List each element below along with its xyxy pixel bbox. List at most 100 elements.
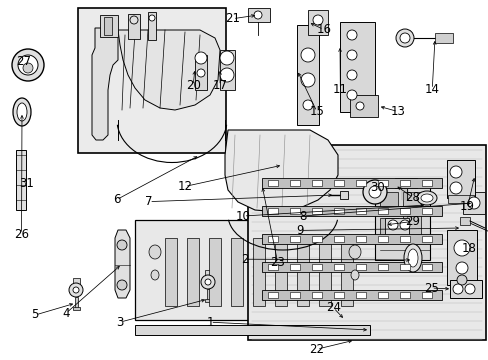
Circle shape <box>301 48 314 62</box>
Text: 13: 13 <box>390 105 405 118</box>
Text: 16: 16 <box>316 23 330 36</box>
Text: 10: 10 <box>236 210 250 222</box>
Bar <box>394 178 416 188</box>
Bar <box>307 10 327 35</box>
Bar <box>355 264 365 270</box>
Bar <box>421 264 431 270</box>
Bar <box>73 307 80 310</box>
Bar <box>206 289 209 301</box>
Circle shape <box>73 287 79 293</box>
Text: 29: 29 <box>405 215 419 228</box>
Circle shape <box>303 100 312 110</box>
Bar <box>333 180 343 186</box>
Text: 28: 28 <box>405 191 419 204</box>
Bar <box>100 15 118 37</box>
Text: 20: 20 <box>185 79 200 92</box>
Text: 23: 23 <box>270 256 285 269</box>
Circle shape <box>201 275 215 289</box>
Circle shape <box>149 15 155 21</box>
Bar <box>135 220 369 320</box>
Bar <box>333 264 343 270</box>
Circle shape <box>117 240 127 250</box>
Text: 15: 15 <box>309 105 324 118</box>
Text: 30: 30 <box>369 181 384 194</box>
Circle shape <box>130 16 138 24</box>
Ellipse shape <box>420 194 432 202</box>
Bar <box>447 195 473 203</box>
Polygon shape <box>115 230 130 298</box>
Circle shape <box>387 220 397 230</box>
Text: 14: 14 <box>424 83 439 96</box>
Bar <box>459 217 469 225</box>
Bar <box>230 238 243 306</box>
Bar <box>311 208 321 214</box>
Bar <box>186 238 199 306</box>
Text: 7: 7 <box>145 195 153 208</box>
Bar <box>377 180 387 186</box>
Bar <box>377 208 387 214</box>
Bar <box>377 264 387 270</box>
Text: 31: 31 <box>20 177 34 190</box>
Bar <box>267 180 278 186</box>
Circle shape <box>346 70 356 80</box>
Text: 26: 26 <box>14 228 29 240</box>
Circle shape <box>346 30 356 40</box>
Bar <box>195 55 206 90</box>
Circle shape <box>253 11 262 19</box>
Ellipse shape <box>151 270 159 280</box>
Circle shape <box>220 68 234 82</box>
Bar <box>355 180 365 186</box>
Text: 1: 1 <box>206 316 214 329</box>
Text: 25: 25 <box>423 282 438 294</box>
Circle shape <box>399 220 409 230</box>
Bar <box>267 236 278 242</box>
Circle shape <box>355 102 363 110</box>
Bar <box>333 292 343 298</box>
Bar <box>267 208 278 214</box>
Bar <box>75 297 78 309</box>
Bar <box>73 278 80 288</box>
Bar <box>289 208 299 214</box>
Bar <box>267 292 278 298</box>
Bar <box>262 178 441 188</box>
Text: 17: 17 <box>212 79 227 92</box>
Circle shape <box>362 180 386 204</box>
Bar <box>377 236 387 242</box>
Bar <box>289 236 299 242</box>
Circle shape <box>195 52 206 64</box>
Circle shape <box>346 90 356 100</box>
Bar <box>333 236 343 242</box>
Bar <box>311 180 321 186</box>
Bar <box>267 264 278 270</box>
Circle shape <box>23 63 33 73</box>
Bar <box>318 238 330 306</box>
Text: 6: 6 <box>112 193 120 206</box>
Text: 27: 27 <box>16 55 31 68</box>
Bar <box>311 264 321 270</box>
Bar <box>421 180 431 186</box>
Text: 12: 12 <box>177 180 192 193</box>
Bar <box>204 270 212 280</box>
Bar <box>355 292 365 298</box>
Bar <box>247 8 269 22</box>
Circle shape <box>117 280 127 290</box>
Bar <box>399 292 409 298</box>
Ellipse shape <box>17 103 27 121</box>
Bar <box>104 17 112 35</box>
Ellipse shape <box>149 245 161 259</box>
Circle shape <box>346 50 356 60</box>
Bar <box>333 208 343 214</box>
Bar <box>252 238 264 306</box>
Ellipse shape <box>403 244 421 272</box>
Bar <box>262 262 441 272</box>
Bar <box>164 238 177 306</box>
Bar <box>399 208 409 214</box>
Ellipse shape <box>416 191 436 205</box>
Polygon shape <box>224 130 337 212</box>
Text: 4: 4 <box>62 307 70 320</box>
Circle shape <box>220 51 234 65</box>
Bar <box>421 292 431 298</box>
Bar <box>421 208 431 214</box>
Bar <box>220 50 235 90</box>
Circle shape <box>18 55 38 75</box>
